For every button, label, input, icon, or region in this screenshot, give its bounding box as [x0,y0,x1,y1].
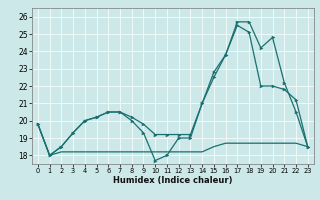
X-axis label: Humidex (Indice chaleur): Humidex (Indice chaleur) [113,176,233,185]
